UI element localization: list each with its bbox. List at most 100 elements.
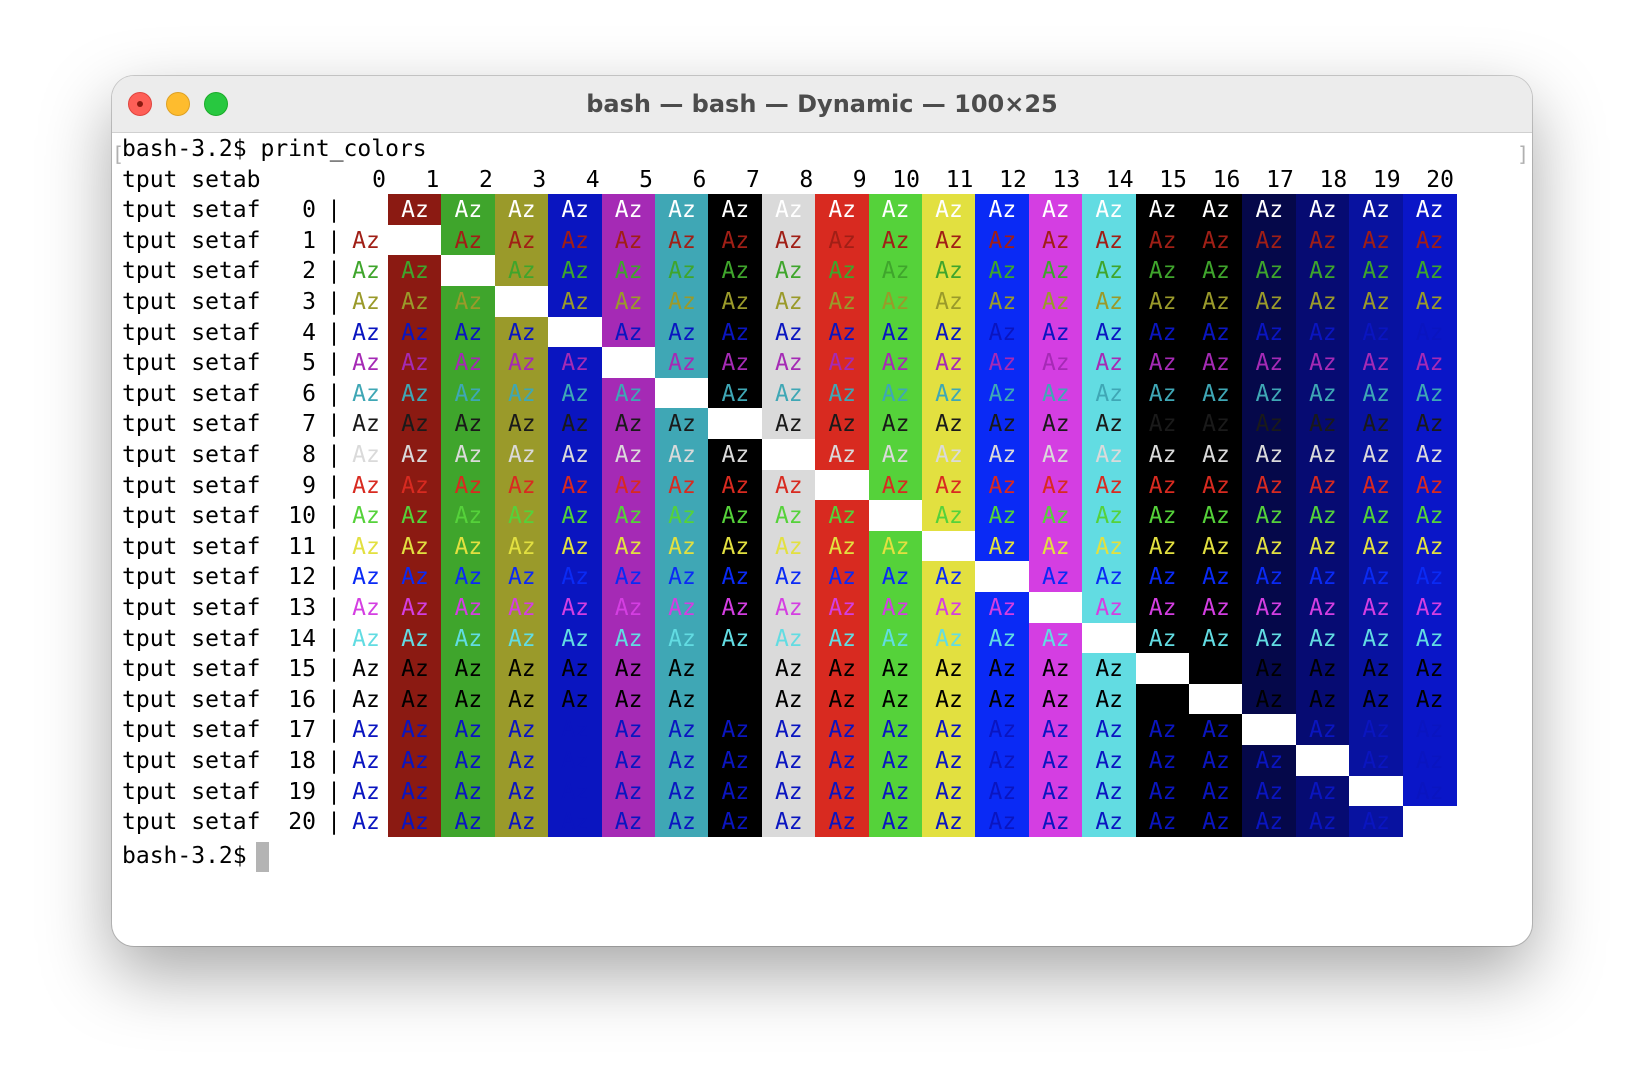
color-sample-cell: Az <box>708 561 763 593</box>
color-sample-cell: Az <box>761 224 816 256</box>
color-sample-cell: Az <box>655 439 709 471</box>
row-label: tput setaf <box>122 350 261 377</box>
color-sample-cell: Az <box>761 561 816 593</box>
color-sample-cell: Az <box>1189 439 1243 471</box>
color-sample-cell: Az <box>922 806 976 838</box>
color-sample-cell: Az <box>708 347 763 379</box>
color-sample-cell: Az <box>1402 775 1457 807</box>
color-sample-cell: Az <box>922 775 976 807</box>
color-sample-cell: Az <box>975 439 1030 471</box>
color-sample-cell: Az <box>1135 806 1190 838</box>
color-sample-cell: Az <box>1349 224 1404 256</box>
column-header-19: 19 <box>1372 166 1401 193</box>
color-sample-cell: Az <box>494 439 549 471</box>
color-sample-cell: Az <box>708 439 763 471</box>
color-sample-cell <box>868 500 923 532</box>
row-label: tput setaf <box>122 289 261 315</box>
title-bar[interactable]: bash — bash — Dynamic — 100×25 <box>112 76 1532 133</box>
color-sample-cell: Az <box>494 316 549 348</box>
color-sample-cell: Az <box>352 595 380 621</box>
color-sample-cell: Az <box>1135 561 1190 593</box>
color-sample-cell: Az <box>815 683 870 715</box>
color-sample-cell: Az <box>1135 592 1190 624</box>
color-sample-cell: Az <box>352 625 380 652</box>
color-sample-cell: Az <box>761 530 816 562</box>
color-sample-cell: Az <box>1402 683 1457 715</box>
color-sample-cell: Az <box>1082 745 1137 777</box>
color-sample-cell: Az <box>761 469 816 501</box>
color-sample-cell: Az <box>1295 255 1350 287</box>
color-sample-cell: Az <box>1135 745 1190 777</box>
color-sample-cell: Az <box>1082 194 1137 226</box>
column-header-9: 9 <box>852 166 867 193</box>
color-sample-cell: Az <box>441 806 496 838</box>
color-sample-cell: Az <box>388 500 442 532</box>
color-sample-cell: Az <box>1135 775 1190 807</box>
color-sample-cell: Az <box>1082 806 1137 838</box>
color-sample-cell: Az <box>548 500 603 532</box>
color-sample-cell: Az <box>655 745 709 777</box>
color-sample-cell: Az <box>922 653 976 685</box>
color-sample-cell: Az <box>1295 408 1350 440</box>
color-sample-cell: Az <box>601 439 656 471</box>
row-label: tput setaf <box>122 442 261 468</box>
color-sample-cell: Az <box>1135 469 1190 501</box>
color-sample-cell <box>1189 683 1243 715</box>
color-sample-cell: Az <box>708 530 763 562</box>
row-label: tput setaf <box>122 533 261 560</box>
color-sample-cell: Az <box>1082 286 1137 318</box>
color-sample-cell: Az <box>975 683 1030 715</box>
color-sample-cell: Az <box>1349 255 1404 287</box>
color-sample-cell: Az <box>815 806 870 838</box>
color-sample-cell: Az <box>494 561 549 593</box>
right-bracket-mark: ] <box>1517 142 1530 166</box>
color-sample-cell: Az <box>868 653 923 685</box>
row-separator: | <box>327 564 341 591</box>
color-sample-cell: Az <box>1028 745 1083 777</box>
color-sample-cell: Az <box>494 500 549 532</box>
color-sample-cell: Az <box>1028 377 1083 409</box>
color-sample-cell <box>922 530 976 562</box>
color-sample-cell: Az <box>1028 806 1083 838</box>
color-sample-cell: Az <box>868 683 923 715</box>
color-sample-cell: Az <box>1402 316 1457 348</box>
color-sample-cell: Az <box>1242 683 1297 715</box>
color-sample-cell: Az <box>352 656 380 683</box>
color-sample-cell: Az <box>1349 714 1404 746</box>
color-sample-cell: Az <box>815 408 870 440</box>
row-label: tput setaf <box>122 258 261 285</box>
color-sample-cell: Az <box>441 622 496 654</box>
color-sample-cell: Az <box>548 469 603 501</box>
color-sample-cell: Az <box>975 469 1030 501</box>
color-sample-cell: Az <box>761 653 816 685</box>
color-sample-cell: Az <box>601 408 656 440</box>
close-button[interactable] <box>128 92 152 116</box>
color-sample-cell: Az <box>441 775 496 807</box>
color-sample-cell: Az <box>352 227 380 254</box>
color-sample-cell: Az <box>1189 775 1243 807</box>
color-sample-cell: Az <box>352 748 380 774</box>
row-label: tput setaf <box>122 748 261 774</box>
color-sample-cell: Az <box>388 530 442 562</box>
color-sample-cell: Az <box>655 408 709 440</box>
color-sample-cell: Az <box>975 806 1030 838</box>
zoom-button[interactable] <box>204 92 228 116</box>
color-sample-cell: Az <box>975 530 1030 562</box>
column-header-12: 12 <box>999 166 1027 193</box>
color-sample-cell: Az <box>1242 622 1297 654</box>
color-sample-cell: Az <box>548 714 603 746</box>
row-number: 17 <box>288 717 316 744</box>
color-sample-cell: Az <box>1189 194 1243 226</box>
color-sample-cell <box>388 224 442 256</box>
row-separator: | <box>327 442 341 468</box>
row-label: tput setaf <box>122 717 261 744</box>
color-sample-cell: Az <box>868 316 923 348</box>
color-sample-cell: Az <box>1189 469 1243 501</box>
row-number: 2 <box>302 258 316 285</box>
minimize-button[interactable] <box>166 92 190 116</box>
color-sample-cell: Az <box>868 592 923 624</box>
color-sample-cell: Az <box>1242 745 1297 777</box>
color-sample-cell: Az <box>1349 377 1404 409</box>
column-header-0: 0 <box>372 166 386 193</box>
